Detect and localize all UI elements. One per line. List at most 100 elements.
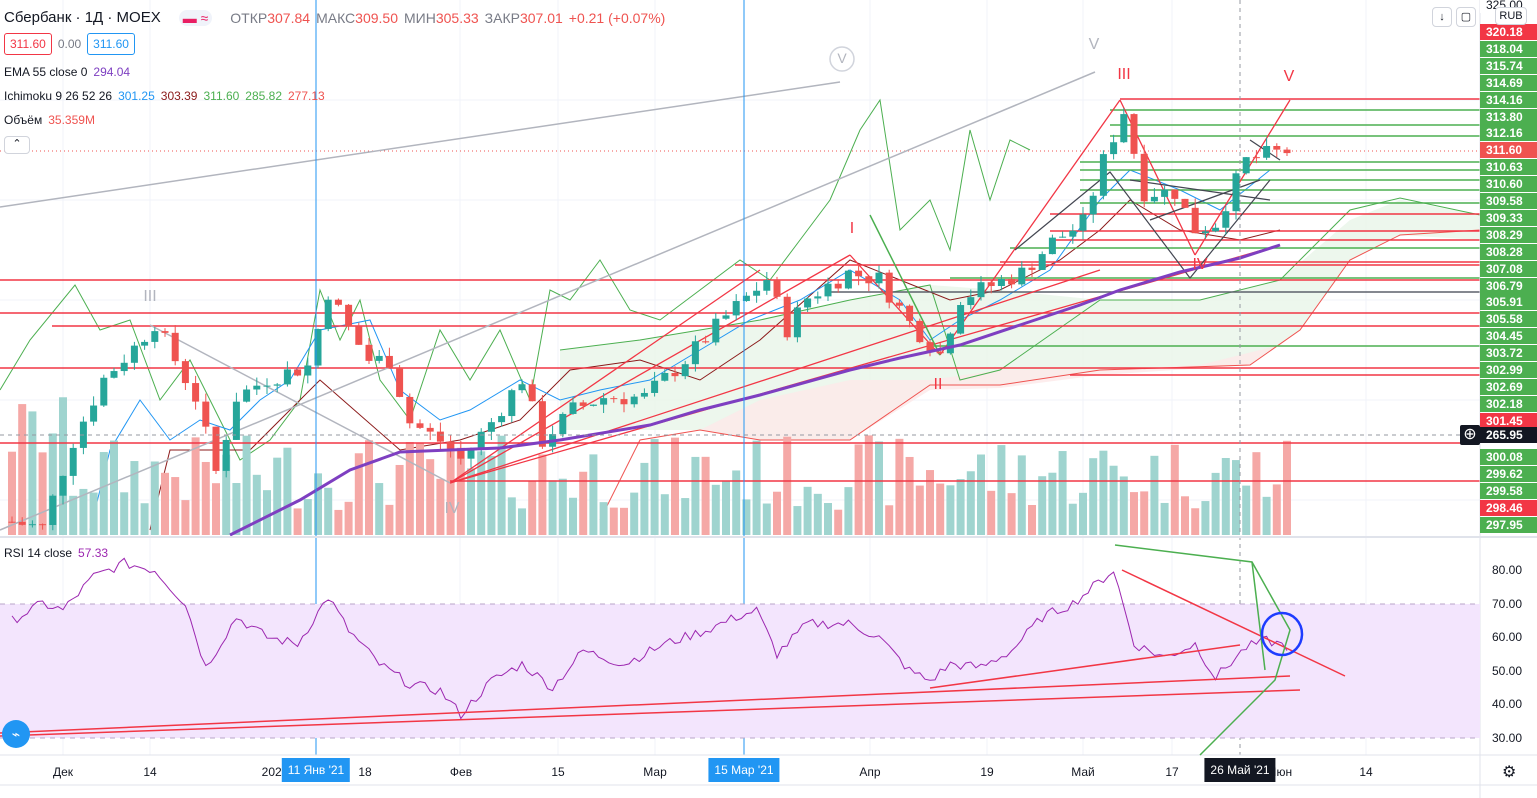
- volume-bar: [905, 456, 914, 535]
- volume-bar: [518, 508, 526, 535]
- ichimoku-senkou-b: [599, 229, 1481, 521]
- symbol-title[interactable]: Сбербанк · 1Д · MOEX: [4, 9, 161, 26]
- volume-bar: [528, 480, 537, 535]
- time-axis-label: 14: [143, 765, 157, 779]
- volume-bar: [303, 499, 312, 535]
- candle: [518, 384, 526, 391]
- volume-bar: [875, 441, 883, 535]
- candle: [39, 524, 47, 526]
- volume-bar: [722, 480, 730, 535]
- candle: [620, 399, 628, 405]
- buy-button[interactable]: 311.60: [87, 33, 135, 55]
- volume-bar: [69, 495, 78, 535]
- candle: [304, 365, 312, 376]
- candle: [1048, 237, 1056, 255]
- candle: [110, 371, 118, 378]
- candle: [702, 341, 710, 343]
- volume-bar: [48, 433, 57, 535]
- volume-bar: [507, 497, 516, 535]
- volume-bar: [1079, 492, 1087, 535]
- time-axis-label: 19: [980, 765, 994, 779]
- volume-bar: [1201, 501, 1210, 535]
- candle: [375, 355, 383, 361]
- volume-bar: [895, 438, 904, 535]
- volume-bar: [28, 411, 37, 535]
- candle: [263, 385, 271, 387]
- volume-bar: [834, 509, 843, 535]
- candle: [1059, 236, 1067, 238]
- volume-bar: [8, 451, 16, 535]
- ichimoku-conversion: 301.25: [118, 89, 155, 103]
- candle: [334, 299, 342, 305]
- time-axis-label: 17: [1165, 765, 1179, 779]
- volume-bar: [436, 478, 445, 535]
- rsi-legend[interactable]: RSI 14 close 57.33: [4, 546, 108, 560]
- volume-bar: [1191, 508, 1200, 535]
- candle: [151, 331, 159, 342]
- candle: [1079, 214, 1087, 231]
- visibility-toggle[interactable]: ▬ ≈: [178, 9, 213, 26]
- candle: [487, 422, 495, 432]
- volume-bar: [742, 499, 751, 535]
- volume-bar: [691, 456, 700, 535]
- candle: [396, 367, 404, 397]
- candle: [1120, 114, 1128, 143]
- volume-bar: [446, 441, 455, 535]
- volume-bar: [426, 459, 435, 535]
- volume-bar: [977, 454, 985, 535]
- candle: [416, 423, 424, 428]
- sell-button[interactable]: 311.60: [4, 33, 52, 55]
- maximize-icon: ▢: [1460, 11, 1472, 23]
- ema-legend[interactable]: EMA 55 close 0 294.04: [4, 65, 130, 79]
- volume-bar: [181, 500, 190, 535]
- volume-bar: [701, 456, 710, 535]
- volume-bar: [1283, 440, 1291, 535]
- candle: [232, 401, 240, 440]
- volume-bar: [191, 437, 200, 535]
- candle: [1018, 267, 1026, 285]
- volume-bar: [59, 397, 67, 535]
- volume-bar: [589, 454, 598, 535]
- time-axis-label: Апр: [859, 765, 881, 779]
- currency-button[interactable]: RUB: [1495, 7, 1527, 25]
- plus-circle-icon: ⊕: [1463, 426, 1477, 443]
- price-axis-label: 311.60: [1480, 142, 1537, 159]
- arrow-down-icon: ↓: [1439, 11, 1445, 23]
- collapse-legend-button[interactable]: ⌃: [4, 136, 30, 154]
- ema-55-line: [229, 243, 1281, 537]
- candle: [579, 402, 587, 406]
- volume-bar: [201, 461, 210, 535]
- volume-bar: [365, 440, 373, 535]
- volume-bar: [263, 490, 271, 535]
- scroll-down-button[interactable]: ↓: [1432, 7, 1452, 27]
- volume-bar: [212, 483, 220, 535]
- volume-bar: [477, 451, 486, 535]
- fullscreen-button[interactable]: ▢: [1456, 7, 1476, 27]
- volume-bar: [599, 502, 608, 535]
- settings-button[interactable]: ⚙: [1502, 762, 1516, 782]
- volume-bar: [1089, 458, 1098, 535]
- tradingview-logo[interactable]: ⌁: [2, 720, 30, 748]
- candle: [834, 283, 842, 289]
- add-alert-button[interactable]: ⊕: [1460, 425, 1480, 445]
- volume-bar: [130, 461, 139, 535]
- volume-bar: [548, 480, 557, 535]
- volume-bar: [1109, 465, 1118, 535]
- open-label: ОТКР: [230, 9, 268, 26]
- volume-bar: [89, 492, 98, 535]
- volume-legend[interactable]: Объём 35.359M: [4, 113, 95, 127]
- ichimoku-legend[interactable]: Ichimoku 9 26 52 26 301.25 303.39 311.60…: [4, 89, 325, 103]
- ichimoku-label: Ichimoku 9 26 52 26: [4, 89, 113, 103]
- volume-bar: [1099, 450, 1108, 535]
- volume-value: 35.359M: [48, 113, 95, 127]
- time-marker-jan: 11 Янв '21: [281, 758, 351, 782]
- volume-bar: [864, 435, 873, 535]
- volume-bar: [1170, 444, 1179, 535]
- candle: [895, 302, 903, 306]
- wave-label: V: [837, 50, 847, 66]
- price-axis-label: 297.95: [1480, 516, 1537, 533]
- price-axis-label: 314.16: [1480, 91, 1537, 108]
- candle: [753, 290, 761, 296]
- candle: [90, 405, 98, 422]
